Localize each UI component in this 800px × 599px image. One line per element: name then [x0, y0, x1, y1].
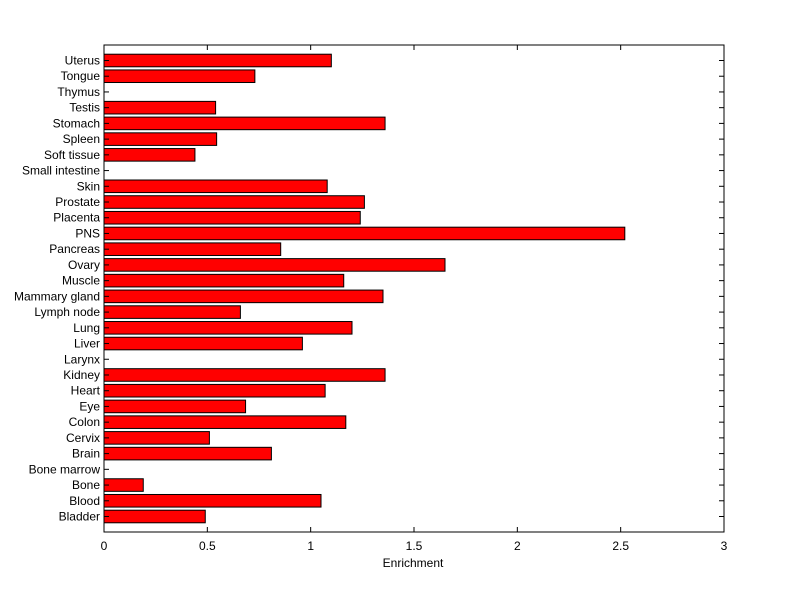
bar-kidney: [103, 368, 386, 382]
y-tick-label-liver: Liver: [74, 337, 100, 351]
x-tick-label-6: 3: [721, 539, 728, 553]
y-tick-label-stomach: Stomach: [53, 116, 100, 130]
y-tick-label-kidney: Kidney: [63, 368, 100, 382]
x-tick-label-3: 1.5: [406, 539, 423, 553]
y-tick-label-lymph-node: Lymph node: [34, 305, 100, 319]
y-tick-label-heart: Heart: [71, 384, 101, 398]
bar-colon: [103, 415, 347, 429]
bar-tongue: [103, 69, 256, 84]
y-tick-label-brain: Brain: [72, 447, 100, 461]
y-tick-label-muscle: Muscle: [62, 274, 100, 288]
y-tick-label-thymus: Thymus: [57, 85, 100, 99]
bar-brain: [103, 446, 272, 461]
y-tick-label-larynx: Larynx: [64, 352, 100, 366]
y-tick-label-testis: Testis: [69, 101, 100, 115]
y-tick-label-prostate: Prostate: [55, 195, 100, 209]
bar-lymph-node: [103, 305, 241, 319]
y-tick-label-placenta: Placenta: [53, 211, 100, 225]
y-tick-label-bone: Bone: [72, 478, 100, 492]
y-tick-label-tongue: Tongue: [61, 69, 101, 83]
bar-testis: [103, 100, 217, 115]
bar-prostate: [103, 195, 365, 209]
bar-uterus: [103, 53, 332, 68]
y-tick-label-colon: Colon: [69, 415, 100, 429]
x-tick-label-0: 0: [101, 539, 108, 553]
bar-liver: [103, 336, 303, 351]
y-tick-label-mammary-gland: Mammary gland: [14, 289, 100, 303]
y-tick-label-pns: PNS: [75, 226, 100, 240]
bar-bone: [103, 478, 144, 492]
bar-eye: [103, 399, 247, 414]
y-tick-label-cervix: Cervix: [66, 431, 100, 445]
y-tick-label-ovary: Ovary: [68, 258, 100, 272]
bar-heart: [103, 383, 326, 398]
y-tick-label-spleen: Spleen: [63, 132, 100, 146]
bar-placenta: [103, 210, 361, 225]
tick-group: [103, 45, 725, 532]
x-tick-label-5: 2.5: [612, 539, 629, 553]
bar-skin: [103, 179, 328, 194]
y-tick-label-lung: Lung: [73, 321, 100, 335]
bar-stomach: [103, 116, 386, 131]
bar-muscle: [103, 273, 345, 288]
bar-lung: [103, 321, 353, 335]
y-tick-label-blood: Blood: [69, 494, 100, 508]
bar-ovary: [103, 258, 446, 272]
bar-pancreas: [103, 242, 282, 256]
bar-spleen: [103, 132, 218, 146]
bar-mammary-gland: [103, 289, 384, 304]
y-tick-label-pancreas: Pancreas: [49, 242, 100, 256]
bar-cervix: [103, 431, 210, 445]
bar-bladder: [103, 509, 206, 524]
y-tick-label-eye: Eye: [79, 399, 100, 413]
y-tick-label-small-intestine: Small intestine: [22, 164, 100, 178]
bar-blood: [103, 493, 322, 508]
bar-group: [103, 53, 626, 524]
y-tick-label-uterus: Uterus: [65, 54, 100, 68]
y-tick-label-bone-marrow: Bone marrow: [29, 462, 101, 476]
y-tick-label-skin: Skin: [77, 179, 100, 193]
bar-soft-tissue: [103, 148, 196, 162]
x-axis-label: Enrichment: [383, 556, 444, 570]
x-tick-labels: 0 0.5 1 1.5 2 2.5 3: [101, 539, 728, 553]
x-tick-label-2: 1: [307, 539, 314, 553]
bar-pns: [103, 226, 626, 241]
y-tick-label-bladder: Bladder: [59, 510, 100, 524]
y-tick-label-soft-tissue: Soft tissue: [44, 148, 100, 162]
x-tick-label-1: 0.5: [199, 539, 216, 553]
x-tick-label-4: 2: [514, 539, 521, 553]
